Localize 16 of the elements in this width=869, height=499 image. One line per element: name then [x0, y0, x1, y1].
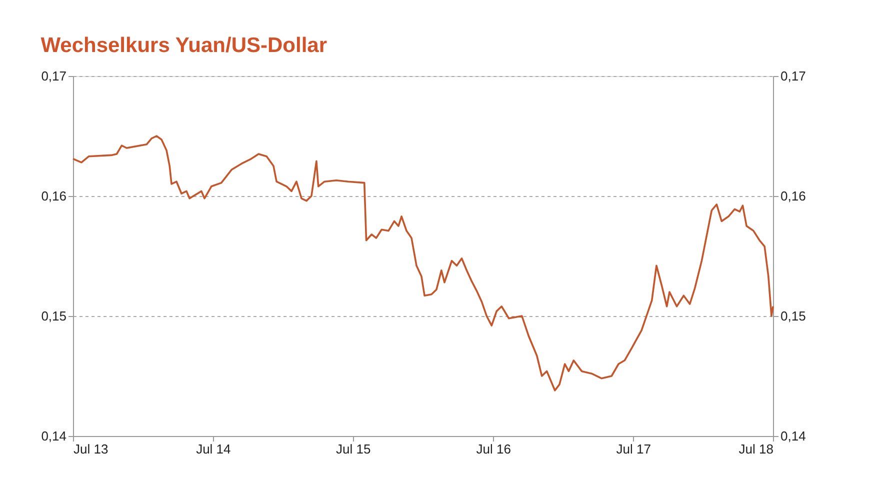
y2-tick-label: 0,15	[780, 308, 806, 324]
x-tick-label: Jul 15	[336, 442, 371, 456]
line-series	[72, 135, 774, 392]
x-tick-label: Jul 18	[738, 442, 774, 456]
x-tick-label: Jul 13	[74, 442, 108, 456]
y2-tick-label: 0,16	[780, 188, 806, 204]
y2-tick-label: 0,17	[780, 68, 806, 84]
x-tick-label: Jul 14	[196, 442, 231, 456]
y-tick-label: 0,17	[41, 68, 66, 84]
chart-title: Wechselkurs Yuan/US-Dollar	[40, 34, 328, 57]
y-tick-label: 0,15	[41, 308, 66, 324]
x-tick-label: Jul 16	[476, 442, 512, 456]
y-tick-label: 0,14	[41, 428, 66, 444]
y2-tick-label: 0,14	[780, 428, 806, 444]
x-tick-label: Jul 17	[616, 442, 651, 456]
y-tick-label: 0,16	[41, 188, 66, 204]
